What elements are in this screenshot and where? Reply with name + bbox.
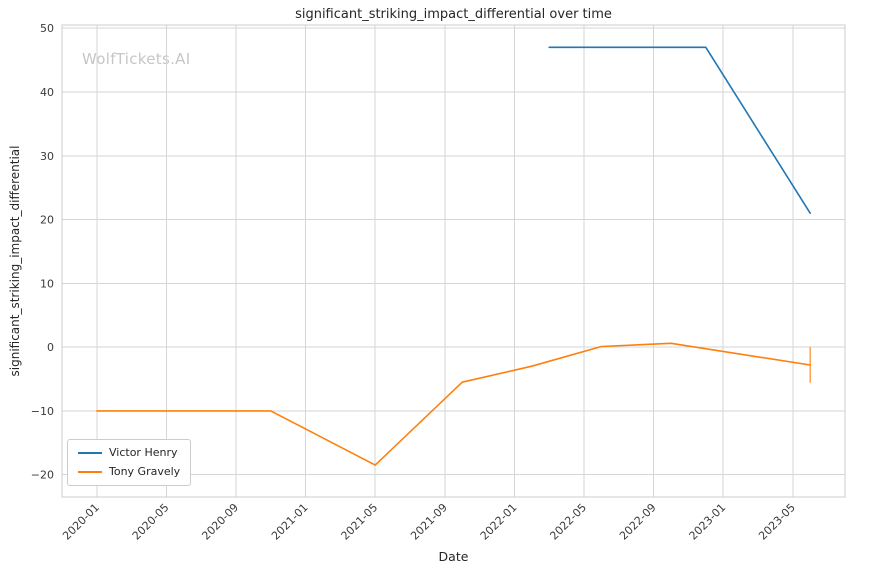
y-tick-label: 10 <box>40 277 54 290</box>
y-tick-label: 40 <box>40 86 54 99</box>
x-tick-label: 2022-01 <box>478 501 520 543</box>
x-tick-label: 2020-01 <box>60 501 102 543</box>
y-tick-label: 0 <box>47 341 54 354</box>
legend-item: Victor Henry <box>78 446 180 460</box>
x-tick-label: 2023-01 <box>687 501 729 543</box>
y-tick-label: 20 <box>40 214 54 227</box>
series-line <box>548 46 812 214</box>
series-line <box>96 342 812 466</box>
legend-line-swatch <box>78 451 102 454</box>
y-tick-label: 50 <box>40 22 54 35</box>
legend-item: Tony Gravely <box>78 465 180 479</box>
watermark: WolfTickets.AI <box>82 50 191 68</box>
x-tick-label: 2020-05 <box>130 501 172 543</box>
plot-border <box>61 24 846 498</box>
y-tick-label: −20 <box>31 469 54 482</box>
x-axis-label: Date <box>438 549 469 564</box>
x-tick-label: 2023-05 <box>756 501 798 543</box>
legend-label: Victor Henry <box>109 446 178 459</box>
chart-title: significant_striking_impact_differential… <box>295 7 612 22</box>
x-tick-label: 2022-09 <box>617 501 659 543</box>
x-tick-label: 2021-05 <box>339 501 381 543</box>
y-tick-label: −10 <box>31 405 54 418</box>
y-tick-label: 30 <box>40 150 54 163</box>
legend-label: Tony Gravely <box>109 464 181 478</box>
x-tick-label: 2021-09 <box>408 501 450 543</box>
y-axis-label: significant_striking_impact_differential <box>8 145 22 377</box>
x-tick-label: 2020-09 <box>199 501 241 543</box>
x-tick-label: 2022-05 <box>547 501 589 543</box>
legend: Victor Henry Tony Gravely <box>67 439 192 486</box>
legend-line-swatch <box>78 470 102 473</box>
x-tick-label: 2021-01 <box>269 501 311 543</box>
